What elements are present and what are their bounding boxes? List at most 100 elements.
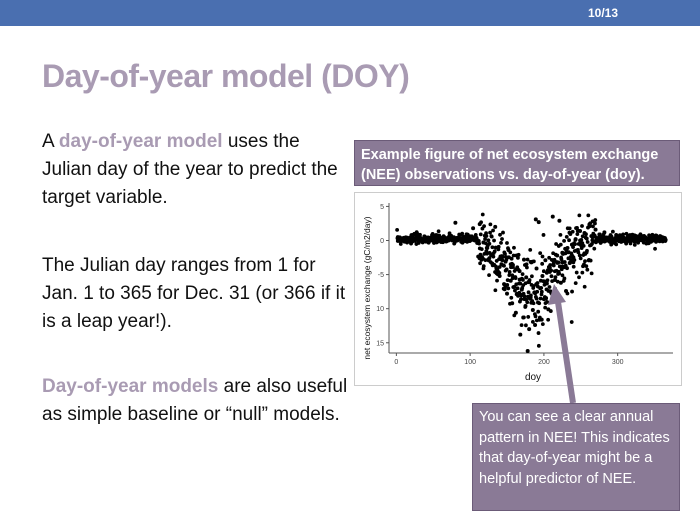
paragraph-definition-highlight: day-of-year model — [58, 131, 223, 152]
data-point — [589, 271, 594, 276]
data-point — [585, 240, 590, 244]
data-point — [493, 224, 498, 229]
data-point — [511, 253, 516, 258]
data-point — [462, 237, 467, 242]
data-point — [659, 236, 664, 241]
data-point — [460, 231, 465, 236]
paragraph-definition-post: uses the Julian day of the year to predi… — [42, 131, 338, 208]
data-point — [542, 279, 547, 284]
data-point — [584, 236, 589, 241]
data-point — [530, 308, 535, 313]
data-point — [559, 257, 564, 262]
data-point — [492, 249, 497, 254]
data-point — [395, 235, 400, 240]
data-point — [536, 331, 541, 335]
data-point — [558, 242, 563, 247]
data-point — [533, 323, 538, 328]
data-point — [473, 232, 478, 237]
data-point — [498, 232, 502, 237]
data-point — [488, 230, 492, 235]
data-point — [526, 315, 531, 319]
data-point — [553, 299, 558, 304]
data-point — [518, 332, 523, 337]
data-point — [499, 254, 504, 259]
data-point — [524, 262, 529, 267]
data-point — [427, 237, 432, 242]
data-point — [545, 300, 550, 304]
data-point — [557, 298, 562, 303]
data-point — [526, 290, 531, 295]
data-point — [528, 247, 533, 252]
data-point — [525, 265, 529, 270]
data-point — [526, 280, 531, 285]
data-point — [494, 271, 499, 276]
data-point — [500, 237, 504, 241]
data-point — [488, 222, 493, 227]
data-point — [484, 249, 489, 254]
paragraph-julian-range: The Julian day ranges from 1 for Jan. 1 … — [42, 255, 346, 332]
data-point — [580, 224, 584, 228]
data-point — [562, 276, 567, 281]
data-point — [490, 261, 495, 266]
data-point — [533, 217, 538, 222]
data-point — [507, 270, 512, 274]
data-point — [573, 281, 578, 286]
data-point — [477, 222, 482, 227]
data-point — [468, 235, 473, 240]
data-point — [553, 286, 558, 291]
x-tick-label: 100 — [464, 359, 476, 366]
data-point — [490, 245, 495, 250]
paragraph-baseline-highlight: Day-of-year models — [42, 376, 219, 397]
data-point — [593, 227, 598, 232]
data-point — [536, 343, 541, 348]
figure-caption-callout: Example figure of net ecosystem exchange… — [354, 140, 680, 186]
data-point — [632, 242, 637, 247]
x-tick-label: 0 — [394, 359, 398, 366]
data-point — [562, 260, 567, 264]
data-point — [570, 289, 574, 294]
chart-points — [395, 212, 668, 353]
data-point — [481, 240, 486, 245]
data-point — [504, 267, 509, 272]
data-point — [486, 238, 491, 243]
data-point — [577, 213, 582, 218]
data-point — [506, 286, 511, 291]
data-point — [512, 284, 517, 289]
data-point — [527, 327, 532, 332]
data-point — [538, 296, 543, 301]
data-point — [597, 235, 602, 240]
data-point — [418, 232, 422, 237]
data-point — [573, 242, 577, 246]
data-point — [484, 231, 488, 236]
data-point — [614, 233, 619, 238]
data-point — [539, 317, 544, 322]
data-point — [564, 288, 569, 293]
data-point — [628, 241, 633, 246]
data-point — [508, 278, 513, 283]
data-point — [482, 224, 486, 229]
data-point — [514, 253, 519, 258]
data-point — [436, 229, 441, 234]
paragraph-definition: A day-of-year model uses the Julian day … — [42, 128, 352, 212]
data-point — [521, 278, 525, 282]
data-point — [535, 289, 540, 294]
data-point — [535, 281, 540, 285]
data-point — [512, 245, 516, 250]
data-point — [523, 303, 528, 308]
data-point — [478, 261, 483, 266]
data-point — [515, 286, 520, 291]
data-point — [536, 300, 541, 305]
data-point — [529, 260, 534, 265]
data-point — [620, 236, 625, 241]
data-point — [591, 224, 595, 229]
data-point — [593, 218, 598, 222]
data-point — [491, 228, 495, 233]
y-tick-label: -5 — [378, 272, 384, 279]
data-point — [558, 280, 563, 285]
data-point — [655, 238, 660, 243]
data-point — [546, 307, 551, 312]
y-tick-label: 0 — [380, 238, 384, 245]
data-point — [626, 234, 631, 239]
data-point — [586, 213, 591, 218]
data-point — [588, 258, 593, 263]
